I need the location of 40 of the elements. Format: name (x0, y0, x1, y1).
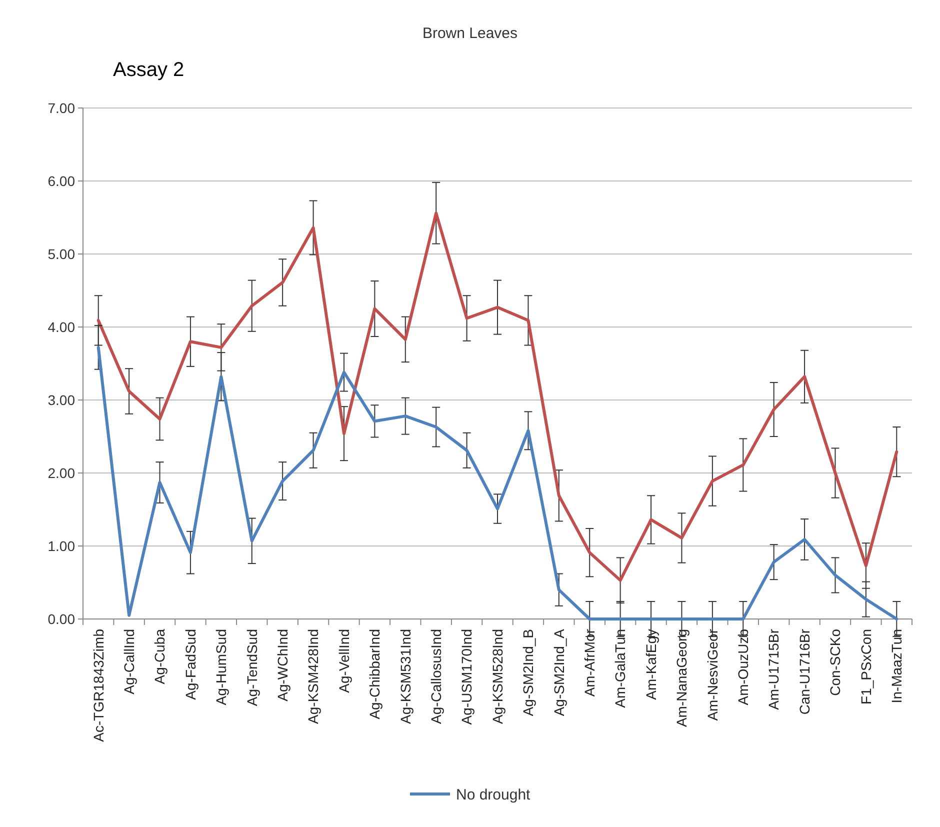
text: Assay 2 (113, 59, 184, 81)
x-tick-label: Ag-SM2Ind_A (550, 628, 567, 716)
x-tick-label: Ag-VellInd (336, 629, 352, 693)
x-tick-label: Am-U1715Br (766, 628, 782, 710)
x-tick-label: Ag-Cuba (152, 628, 168, 684)
x-tick-label: Am-KafEgy (642, 629, 659, 700)
x-tick-label: Am-NanaGeorg (674, 629, 690, 728)
x-tick-label: Ag-KSM528Ind (489, 629, 506, 724)
y-tick-label: 0.00 (48, 610, 76, 627)
x-tick-label: Am-NesviGeor (704, 628, 720, 721)
x-tick-label: Ag-USM170Ind (458, 629, 475, 725)
y-tick-label: 2.00 (48, 464, 76, 481)
line-series (96, 346, 898, 620)
x-tick-label: Ag-CallInd (120, 629, 137, 694)
x-tick-label: Ag-WChInd (274, 629, 290, 702)
y-tick-label: 5.00 (48, 246, 76, 262)
x-tick-label: Ag-KSM428Ind (305, 629, 322, 724)
x-tick-label: Am-AfrMor (582, 628, 598, 697)
y-tick-label: 1.00 (48, 538, 76, 554)
x-tick-label: F1_PSxCon (858, 629, 874, 704)
y-tick-label: 6.00 (48, 172, 76, 189)
x-tick-label: Ag-ChibbarInd (366, 629, 383, 720)
chart-title: Brown Leaves (422, 25, 518, 42)
x-tick-label: Ag-SM2Ind_B (520, 629, 536, 716)
x-tick-label: Ag-KSM531Ind (397, 629, 414, 724)
x-tick-label: Ag-HumSud (213, 629, 230, 706)
legend-label: No drought (456, 786, 532, 804)
x-tick-label: Ag-TendSud (244, 629, 260, 706)
x-tick-label: Am-OuzUzb (735, 628, 752, 706)
x-tick-label: Can-U1716Br (796, 628, 812, 715)
y-tick-label: 7.00 (48, 100, 76, 116)
y-tick-label: 4.00 (48, 318, 76, 335)
x-tick-label: Ag-CallosusInd (428, 629, 444, 724)
x-tick-label: Ac-TGR1843Zimb (90, 628, 106, 742)
x-tick-label: Am-GalaTun (612, 629, 628, 708)
x-tick-label: Con-SCKo (827, 628, 844, 696)
x-tick-label: Ag-FadSud (182, 629, 198, 700)
line-series (96, 212, 898, 582)
y-tick-label: 3.00 (48, 392, 76, 408)
x-tick-label: In-MaazTun (888, 629, 905, 704)
